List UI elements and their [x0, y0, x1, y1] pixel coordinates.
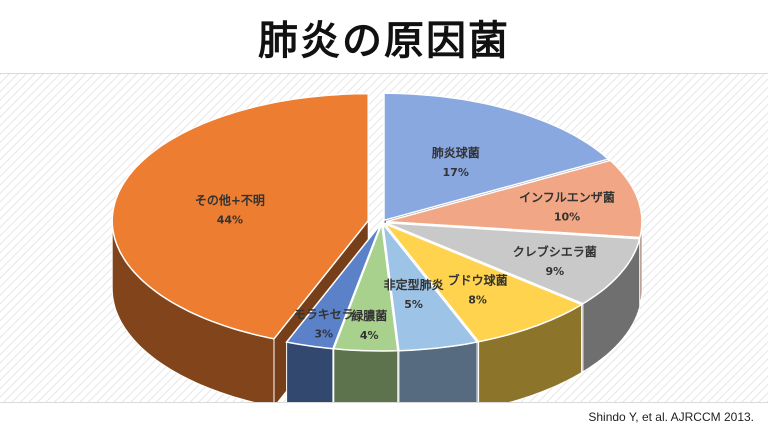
pie-slice-slice-0	[383, 92, 610, 222]
slice-name-label: その他+不明	[195, 193, 265, 208]
pie-slice-slice-7	[111, 92, 369, 340]
slice-value-label: 17%	[443, 166, 469, 179]
slice-value-label: 5%	[404, 298, 423, 311]
citation: Shindo Y, et al. AJRCCM 2013.	[588, 410, 754, 424]
slice-value-label: 3%	[314, 328, 333, 341]
pie-side-slice-6	[286, 341, 334, 402]
slice-name-label: 肺炎球菌	[432, 145, 480, 160]
pie-slice-slice-4	[381, 221, 479, 352]
slice-name-label: 非定型肺炎	[384, 277, 444, 292]
pie-slice-slice-3	[382, 221, 584, 343]
slice-name-label: ブドウ球菌	[448, 272, 508, 287]
pie-side-slice-5	[333, 348, 399, 402]
slice-name-label: 緑膿菌	[351, 308, 387, 323]
pie-slice-slice-2	[385, 222, 641, 305]
slice-value-label: 10%	[554, 211, 580, 224]
slice-value-label: 44%	[217, 214, 243, 227]
pie-tops	[111, 92, 643, 352]
slice-name-label: モラキセラ	[294, 308, 354, 322]
slice-name-label: クレブシエラ菌	[513, 244, 597, 259]
pie-side-slice-4	[398, 341, 478, 402]
pie-slice-slice-5	[332, 223, 399, 352]
pie-slice-slice-1	[385, 159, 643, 239]
pie-labels: 肺炎球菌 17% インフルエンザ菌 10% クレブシエラ菌 9% ブドウ球菌 8% 非定型肺炎 5…	[195, 145, 615, 342]
slice-value-label: 9%	[545, 265, 564, 278]
pie-chart: 肺炎球菌 17% インフルエンザ菌 10% クレブシエラ菌 9% ブドウ球菌 8% 非定型肺炎 5…	[0, 74, 768, 402]
slide-title: 肺炎の原因菌	[258, 18, 510, 64]
slice-value-label: 4%	[360, 329, 379, 342]
slice-value-label: 8%	[468, 293, 487, 306]
chart-area: 肺炎球菌 17% インフルエンザ菌 10% クレブシエラ菌 9% ブドウ球菌 8% 非定型肺炎 5…	[0, 73, 768, 403]
pie-slice-slice-6	[285, 223, 382, 350]
slice-name-label: インフルエンザ菌	[519, 190, 615, 205]
